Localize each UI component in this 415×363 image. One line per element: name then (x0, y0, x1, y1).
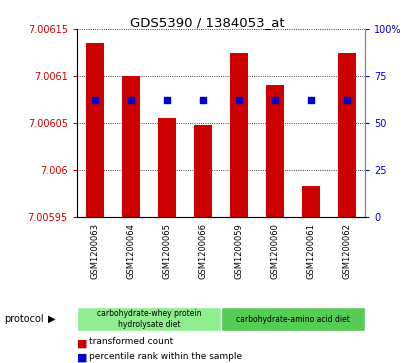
Bar (266, 85, 284, 217)
Bar (194, 125, 212, 217)
Text: ■: ■ (77, 339, 87, 348)
Text: GDS5390 / 1384053_at: GDS5390 / 1384053_at (130, 16, 285, 29)
Text: GSM1200064: GSM1200064 (126, 223, 135, 279)
Bar (221, 307, 365, 331)
Text: ▶: ▶ (48, 314, 55, 324)
Text: GSM1200059: GSM1200059 (234, 223, 244, 279)
Text: GSM1200065: GSM1200065 (162, 223, 171, 279)
Point (200, 98, 206, 103)
Bar (86, 43, 104, 217)
Bar (338, 53, 356, 217)
Text: carbohydrate-whey protein
hydrolysate diet: carbohydrate-whey protein hydrolysate di… (97, 309, 201, 329)
Text: percentile rank within the sample: percentile rank within the sample (89, 352, 242, 361)
Text: GSM1200060: GSM1200060 (271, 223, 280, 279)
Point (344, 98, 351, 103)
Bar (230, 53, 248, 217)
Text: transformed count: transformed count (89, 337, 173, 346)
Text: GSM1200066: GSM1200066 (198, 223, 208, 279)
Text: GSM1200061: GSM1200061 (307, 223, 316, 279)
Text: protocol: protocol (4, 314, 44, 324)
Bar (77, 307, 221, 331)
Bar (302, 186, 320, 217)
Point (272, 98, 278, 103)
Bar (158, 118, 176, 217)
Text: ■: ■ (77, 353, 87, 363)
Text: carbohydrate-amino acid diet: carbohydrate-amino acid diet (236, 315, 350, 324)
Point (127, 98, 134, 103)
Text: GSM1200062: GSM1200062 (343, 223, 352, 279)
Bar (122, 76, 140, 217)
Point (236, 98, 242, 103)
Text: GSM1200063: GSM1200063 (90, 223, 99, 279)
Point (91, 98, 98, 103)
Point (164, 98, 170, 103)
Point (308, 98, 315, 103)
